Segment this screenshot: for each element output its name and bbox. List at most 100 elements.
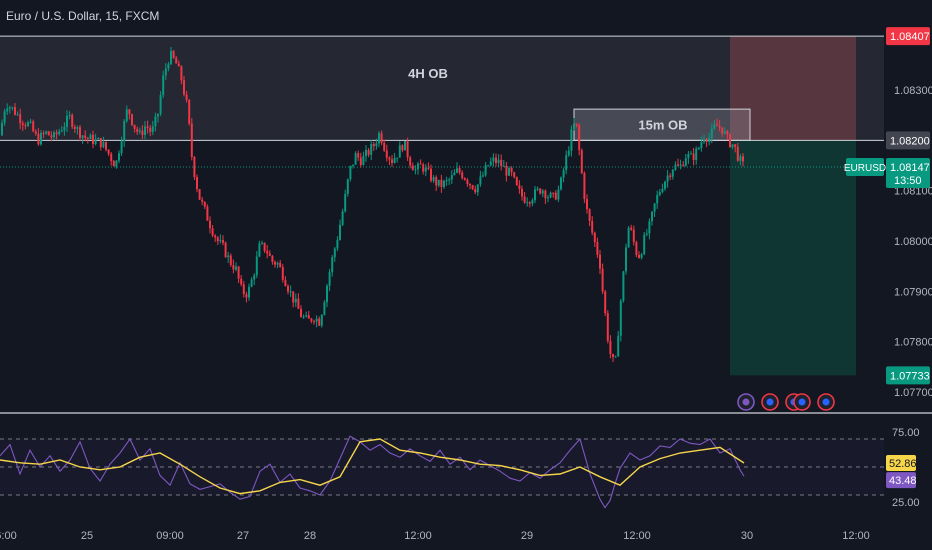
candle-body — [339, 224, 341, 240]
candle — [424, 164, 427, 177]
candle — [183, 75, 185, 97]
candle-body — [341, 211, 344, 225]
candle-body — [261, 242, 263, 244]
candle-body — [541, 190, 544, 194]
candle — [339, 219, 341, 241]
candle — [216, 236, 219, 246]
candle-body — [677, 164, 679, 166]
candle — [622, 270, 625, 303]
candle-body — [214, 235, 217, 238]
candles — [1, 46, 744, 363]
candle — [58, 128, 61, 136]
candle-body — [466, 179, 469, 184]
candle-body — [357, 153, 360, 158]
candle — [141, 125, 144, 139]
candle-body — [138, 130, 141, 132]
candle-body — [687, 153, 690, 159]
candle-body — [435, 177, 438, 186]
indicator-buttons[interactable] — [737, 393, 835, 411]
candle-body — [170, 50, 172, 65]
lightning-icon[interactable] — [737, 393, 755, 411]
candle — [154, 112, 157, 132]
candle — [396, 157, 399, 163]
candle-body — [123, 121, 126, 142]
candle — [734, 144, 737, 153]
candle — [248, 283, 250, 301]
candle — [120, 136, 123, 156]
rsi-pane[interactable] — [0, 435, 884, 509]
candle-body — [167, 64, 170, 69]
candle-body — [414, 169, 417, 171]
candle — [380, 130, 383, 146]
candle-body — [118, 153, 120, 161]
candle-body — [310, 318, 313, 322]
icon-core — [766, 398, 774, 406]
flag-icon[interactable] — [817, 393, 835, 411]
time-tick-label: 29 — [521, 530, 533, 542]
candle — [440, 174, 443, 193]
time-axis[interactable]: 6:00 25 09:00 27 28 12:00 29 12:00 30 12:00 — [0, 530, 870, 542]
candle — [565, 150, 568, 175]
candle — [682, 161, 685, 167]
candle-body — [237, 266, 240, 279]
candle — [307, 311, 310, 319]
candle-body — [578, 125, 581, 151]
candle-body — [380, 133, 383, 143]
candle-body — [336, 239, 339, 249]
candle — [47, 130, 50, 136]
candle-body — [289, 291, 292, 293]
candle — [593, 231, 596, 247]
candle-body — [731, 144, 734, 148]
candle-body — [349, 165, 352, 180]
candle-body — [99, 138, 102, 148]
candle-body — [154, 116, 157, 127]
price-label: 1.07733 — [886, 366, 930, 385]
price-axis[interactable]: 1.08300 1.08100 1.08000 1.07900 1.07800 1.077… — [844, 27, 932, 509]
candle-body — [669, 175, 672, 177]
gear-badge-icon[interactable] — [793, 393, 811, 411]
candle — [159, 91, 162, 117]
candle-body — [79, 127, 81, 138]
candle — [128, 108, 131, 120]
symbol-title[interactable]: Euro / U.S. Dollar, 15, FXCM — [6, 9, 160, 23]
candle — [736, 142, 739, 162]
candle — [1, 119, 3, 136]
candle-body — [653, 203, 656, 212]
candle-body — [354, 153, 357, 165]
candle — [370, 139, 373, 161]
gear-badge-icon[interactable] — [761, 393, 779, 411]
candle — [193, 155, 196, 180]
candle-body — [172, 50, 175, 58]
candle-body — [666, 175, 669, 182]
take-profit-zone — [730, 140, 856, 376]
candle — [521, 185, 523, 201]
candle-body — [333, 248, 336, 258]
candle — [705, 137, 708, 148]
candle-body — [723, 131, 726, 134]
candle — [653, 203, 656, 217]
candle — [541, 189, 544, 198]
candle — [656, 190, 659, 209]
price-pane[interactable]: 4H OB 15m OB — [0, 35, 932, 414]
candle — [196, 174, 198, 193]
candle — [484, 162, 487, 177]
candle-body — [224, 242, 227, 258]
candle-body — [385, 150, 388, 158]
candle — [674, 161, 677, 171]
candle — [92, 130, 94, 149]
candle — [318, 316, 321, 327]
candle-body — [315, 318, 318, 322]
candle-body — [586, 199, 588, 210]
candle-body — [323, 302, 326, 315]
candle — [661, 183, 664, 194]
candle-body — [219, 240, 222, 242]
candle — [237, 265, 240, 283]
candle-body — [684, 158, 687, 166]
candle — [430, 164, 432, 183]
candle — [695, 146, 698, 165]
candle-body — [604, 291, 607, 314]
candle — [710, 123, 713, 144]
candle-body — [398, 145, 401, 158]
candle-body — [276, 262, 279, 265]
